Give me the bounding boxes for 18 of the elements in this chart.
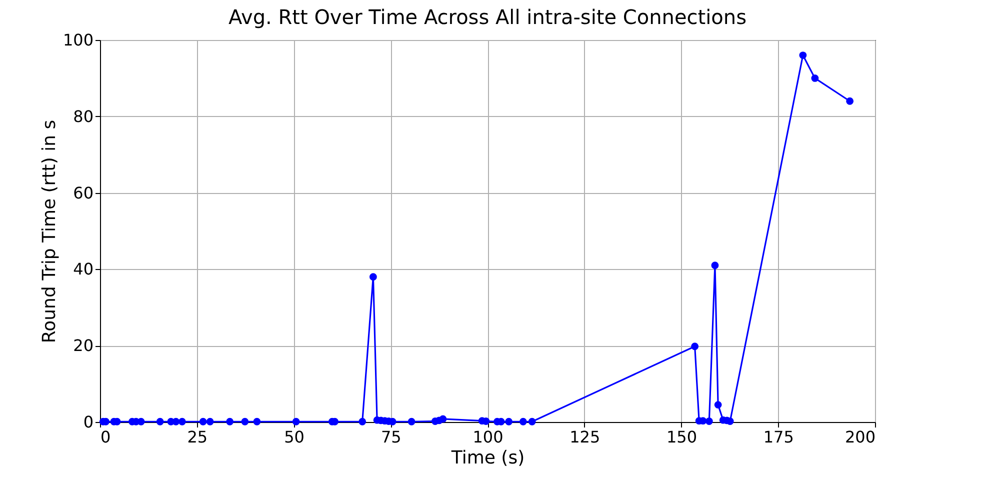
y-tick-label: 40 xyxy=(73,260,94,279)
x-tick-label: 50 xyxy=(284,428,304,446)
x-tick-label: 75 xyxy=(380,428,402,446)
x-tick-label: 0 xyxy=(100,428,111,446)
x-tick-label: 125 xyxy=(570,428,600,446)
y-tick-label: 0 xyxy=(83,412,94,432)
x-tick-label: 150 xyxy=(666,428,698,446)
y-tick-label: 100 xyxy=(62,30,94,50)
y-axis-title: Round Trip Time (rtt) in s xyxy=(38,120,60,344)
y-tick-label: 60 xyxy=(73,183,94,202)
x-tick-label: 175 xyxy=(763,428,794,446)
x-tick-label: 200 xyxy=(844,428,876,446)
y-tick-label: 80 xyxy=(73,106,94,126)
chart-title: Avg. Rtt Over Time Across All intra-site Connections xyxy=(228,5,746,29)
x-tick-label: 25 xyxy=(187,428,208,446)
y-tick-label: 20 xyxy=(73,336,94,356)
x-tick-label: 100 xyxy=(472,428,504,446)
x-axis-title: Time (s) xyxy=(450,448,525,468)
